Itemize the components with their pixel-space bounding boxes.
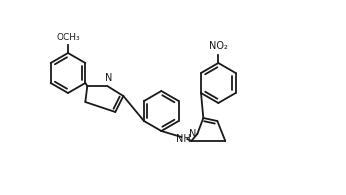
Text: NO₂: NO₂ [209, 41, 228, 51]
Text: OCH₃: OCH₃ [56, 33, 80, 42]
Text: NH: NH [176, 134, 191, 144]
Text: N: N [104, 73, 112, 83]
Text: N: N [189, 129, 196, 139]
